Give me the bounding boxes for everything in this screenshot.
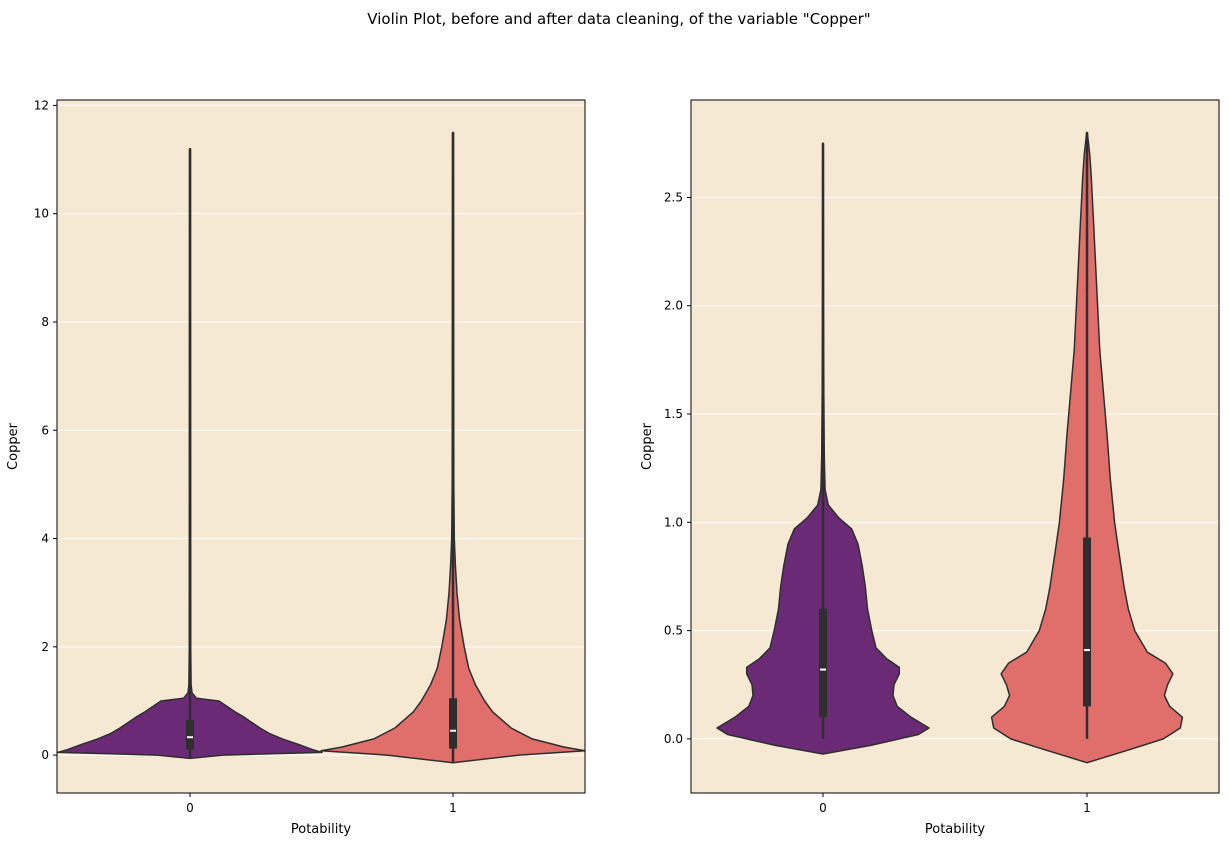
y-tick-label: 2.5 [664,190,683,204]
y-tick-label: 1.5 [664,407,683,421]
y-tick-label: 0.5 [664,624,683,638]
y-tick-label: 0 [41,748,49,762]
x-tick-label: 0 [186,801,194,815]
y-tick-label: 2 [41,640,49,654]
axes-frame [690,99,1220,794]
violin-iqr-box-1 [1083,537,1091,707]
x-axis-label: Potability [925,822,986,837]
x-axis-label: Potability [291,822,352,837]
violin-iqr-box-0 [819,608,827,718]
x-tick-label: 0 [819,801,827,815]
violin-iqr-box-1 [449,698,457,749]
y-tick-label: 12 [34,98,49,112]
y-tick-label: 8 [41,315,49,329]
plot-area [57,100,585,793]
y-tick-label: 0.0 [664,732,683,746]
y-tick-label: 10 [34,207,49,221]
figure-title: Violin Plot, before and after data clean… [367,10,870,28]
y-tick-label: 2.0 [664,299,683,313]
y-axis-label: Copper [6,422,21,470]
y-tick-label: 1.0 [664,515,683,529]
x-tick-label: 1 [449,801,457,815]
y-tick-label: 4 [41,532,49,546]
left-violin-panel: 0 2 4 6 8 10 12 0 1 Potability Copper [6,98,586,837]
violin-iqr-box-0 [186,719,194,750]
y-tick-label: 6 [41,423,49,437]
x-tick-label: 1 [1083,801,1091,815]
right-violin-panel: 0.0 0.5 1.0 1.5 2.0 2.5 0 1 Potability Copper [640,99,1220,837]
axes-frame [56,99,586,794]
y-axis-label: Copper [640,422,655,470]
